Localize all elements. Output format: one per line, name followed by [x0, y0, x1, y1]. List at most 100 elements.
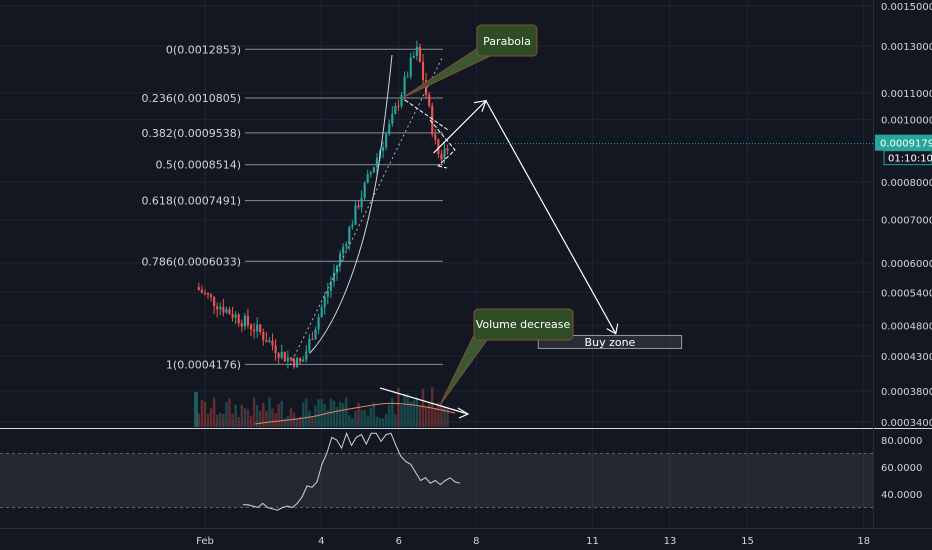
volume-bar — [206, 413, 210, 427]
volume-bar — [381, 418, 385, 427]
volume-bar — [197, 413, 201, 427]
volume-ma-line — [254, 402, 456, 425]
candle-body — [326, 290, 329, 297]
volume-bar — [209, 408, 213, 427]
candle-body — [342, 246, 345, 254]
volume-bar — [391, 398, 394, 427]
volume-bar — [243, 408, 247, 427]
price-tick-label: 0.0007000 — [881, 216, 932, 227]
parabola-callout-box — [476, 24, 538, 57]
candle-body — [400, 94, 403, 107]
candle-body — [397, 105, 400, 107]
volume-bar — [369, 407, 373, 427]
time-tick-label: Feb — [196, 536, 214, 547]
volume-bar — [397, 387, 400, 427]
volume-bar — [225, 401, 228, 427]
candle-body — [351, 224, 354, 228]
candle-body — [292, 359, 296, 367]
fib-label: 0.382(0.0009538) — [141, 127, 241, 140]
buy-zone-label: Buy zone — [585, 336, 636, 349]
oscillator-tick-label: 40.0000 — [881, 490, 922, 501]
price-tick-label: 0.0010000 — [881, 116, 932, 127]
volume-bar — [219, 412, 222, 427]
oscillator-pane[interactable]: 80.0000 60.0000 40.0000 — [0, 428, 932, 511]
candle-body — [382, 147, 385, 151]
volume-bar — [437, 402, 440, 427]
volume-bar — [363, 409, 366, 427]
candle-body — [391, 113, 394, 124]
arrow-head — [606, 323, 619, 335]
candle-body — [286, 357, 289, 362]
candle-body — [418, 46, 422, 62]
candle-body — [231, 314, 234, 318]
volume-bar — [400, 405, 403, 427]
volume-bar — [283, 418, 287, 427]
volume-bar — [332, 400, 336, 427]
time-tick-label: 13 — [664, 536, 677, 547]
candle-body — [200, 289, 203, 293]
candle-body — [323, 296, 326, 308]
volume-bar — [372, 402, 376, 427]
buy-zone-box — [537, 334, 683, 349]
volume-bar — [311, 417, 314, 427]
volume-bar — [415, 397, 419, 427]
candle-body — [354, 205, 357, 225]
candle-body — [246, 315, 250, 325]
fib-retracement[interactable]: 0(0.0012853) 0.236(0.0010805) 0.382(0.0009… — [141, 43, 443, 371]
volume-bar — [258, 411, 262, 427]
candle-body — [197, 287, 200, 290]
volume-bar — [384, 413, 388, 427]
candle-body — [253, 329, 256, 332]
volume-bar — [440, 404, 443, 427]
volume-bar — [348, 415, 351, 427]
volume-bar — [301, 402, 305, 427]
candle-body — [320, 307, 323, 318]
volume-bar — [231, 413, 234, 427]
volume-bar — [228, 398, 231, 427]
volume-bar — [203, 401, 207, 427]
candle-body — [329, 281, 332, 291]
candle-body — [283, 351, 286, 362]
volume-bar — [427, 403, 431, 427]
drawings[interactable]: Buy zone Parabola Volume decrease — [289, 24, 873, 419]
candle-body — [335, 265, 339, 273]
volume-bar — [360, 410, 363, 427]
candle-body — [394, 105, 397, 114]
candle-body — [308, 339, 311, 352]
candle-body — [440, 154, 443, 160]
candle-body — [317, 317, 320, 330]
volume-callout-label: Volume decrease — [476, 318, 571, 331]
volume-bar — [341, 403, 345, 427]
volume-bar — [237, 417, 240, 427]
candle-body — [434, 134, 437, 140]
volume-bar — [412, 400, 416, 427]
volume-bar — [406, 393, 409, 427]
candle-body — [277, 353, 280, 358]
candle-body — [403, 76, 406, 95]
volume-bar — [375, 416, 379, 427]
volume-bar — [338, 401, 342, 427]
volume-bar — [289, 408, 293, 427]
candle-body — [237, 314, 240, 324]
candle-body — [222, 306, 225, 313]
triangle-lines — [404, 99, 456, 169]
candle-body — [216, 306, 219, 310]
volume-arrow — [379, 387, 470, 419]
volume-bar — [354, 410, 357, 427]
volume-bar — [265, 411, 268, 427]
volume-bar — [274, 413, 277, 427]
candle-body — [256, 324, 259, 332]
candle-body — [311, 339, 314, 341]
candles[interactable] — [197, 40, 449, 369]
volume-bar — [268, 397, 271, 427]
fib-label: 0(0.0012853) — [166, 43, 241, 56]
volume-bar — [421, 388, 425, 427]
volume-bar — [351, 418, 354, 427]
volume-bar — [320, 399, 323, 427]
oscillator-band — [0, 453, 873, 508]
volume-bar — [286, 415, 290, 427]
candle-body — [289, 357, 293, 360]
